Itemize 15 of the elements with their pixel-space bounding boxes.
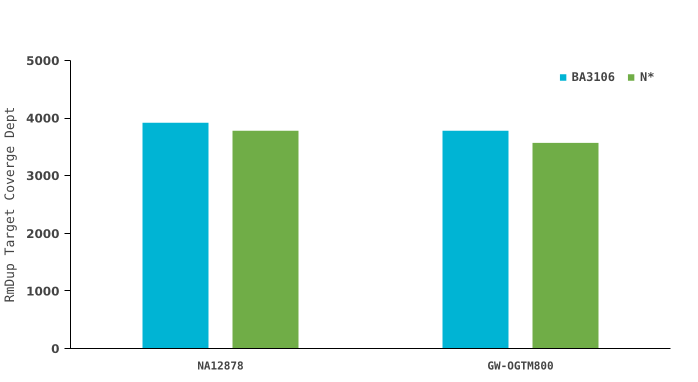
y-tick-label: 3000 <box>26 169 60 184</box>
legend-label: BA3106 <box>572 70 615 84</box>
y-tick-label: 1000 <box>26 284 60 298</box>
y-tick-label: 0 <box>51 342 60 356</box>
x-tick-label: NA12878 <box>197 360 244 372</box>
bar <box>532 142 598 348</box>
bar <box>232 130 298 348</box>
y-tick-label: 5000 <box>26 54 60 68</box>
legend-label: N* <box>640 70 656 84</box>
bar <box>442 130 508 348</box>
y-axis-title: RmDup Target Coverge Dept <box>3 106 18 302</box>
x-tick-label: GW-OGTM800 <box>487 360 554 372</box>
bar <box>142 122 208 348</box>
y-tick-label: 4000 <box>26 112 60 126</box>
y-tick-label: 2000 <box>26 226 60 241</box>
